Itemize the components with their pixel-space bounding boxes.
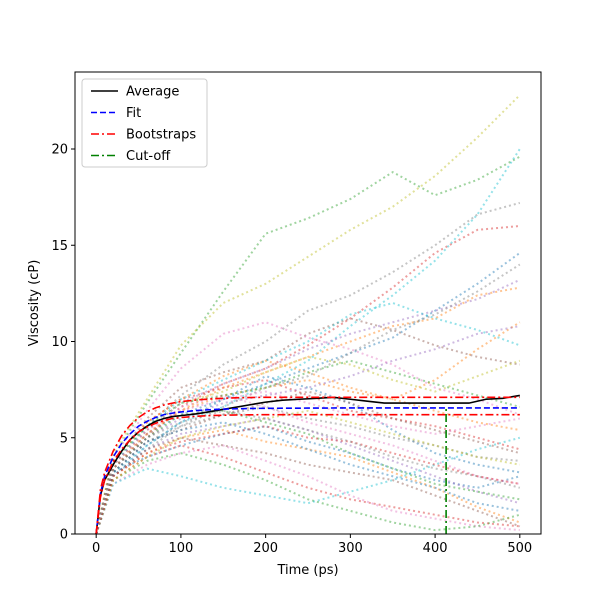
replica-line-26	[95, 394, 520, 534]
replica-line-4	[95, 417, 521, 534]
x-axis-label: Time (ps)	[276, 563, 338, 578]
plot-frame	[74, 71, 542, 535]
x-tick-label: 500	[507, 541, 532, 556]
replica-line-17	[95, 405, 520, 534]
y-axis-label: Viscosity (cP)	[27, 260, 42, 347]
y-tick-label: 5	[60, 431, 68, 446]
legend-label: Cut-off	[126, 149, 171, 164]
replica-line-27	[95, 263, 521, 534]
replica-line-9	[95, 148, 521, 534]
replica-line-34	[95, 390, 520, 534]
replica-line-28	[95, 409, 520, 534]
x-tick-label: 100	[168, 541, 193, 556]
replica-line-10	[95, 375, 520, 534]
average-line-0	[95, 394, 520, 534]
replica-line-2	[95, 155, 521, 534]
y-tick-label: 10	[51, 335, 68, 350]
replica-line-6	[95, 444, 520, 534]
replica-line-18	[95, 355, 521, 534]
replica-line-35	[95, 409, 521, 534]
y-tick-label: 20	[51, 143, 68, 158]
replica-line-31	[95, 286, 520, 534]
replica-line-20	[95, 252, 521, 534]
replica-line-1	[95, 321, 521, 534]
replica-line-13	[95, 378, 521, 534]
replica-line-30	[95, 421, 520, 534]
replica-line-0	[95, 425, 521, 534]
fit-line-1	[95, 407, 520, 534]
replica-line-24	[95, 278, 521, 534]
replica-line-8	[95, 94, 521, 534]
replica-line-5	[95, 317, 520, 534]
replica-line-25	[95, 390, 521, 534]
axes: 0 100 200 300 400 500 0 5 10 15 20	[51, 71, 542, 556]
replica-line-7	[95, 201, 521, 534]
x-tick-label: 200	[253, 541, 278, 556]
replica-line-14	[95, 325, 520, 534]
legend-label: Average	[126, 85, 179, 100]
summary-lines	[95, 394, 520, 534]
legend-label: Bootstraps	[126, 128, 196, 143]
replica-line-3	[95, 225, 520, 534]
replica-line-22	[95, 409, 520, 534]
legend-label: Fit	[126, 106, 141, 121]
y-tick-label: 15	[51, 239, 68, 254]
legend: Average Fit Bootstraps Cut-off	[81, 78, 208, 168]
x-tick-label: 400	[423, 541, 448, 556]
bootstraps-line-2	[95, 396, 520, 534]
replica-line-23	[95, 444, 520, 534]
x-tick-label: 0	[92, 541, 100, 556]
legend-box	[81, 78, 208, 168]
replica-line-32	[95, 359, 521, 534]
bootstraps-line-3	[95, 413, 520, 534]
y-tick-label: 0	[60, 528, 68, 543]
replica-line-33	[95, 425, 520, 534]
replica-line-19	[95, 436, 521, 534]
x-tick-label: 300	[338, 541, 363, 556]
replica-line-16	[95, 321, 521, 534]
replica-line-15	[95, 436, 521, 534]
replica-line-11	[95, 429, 521, 534]
